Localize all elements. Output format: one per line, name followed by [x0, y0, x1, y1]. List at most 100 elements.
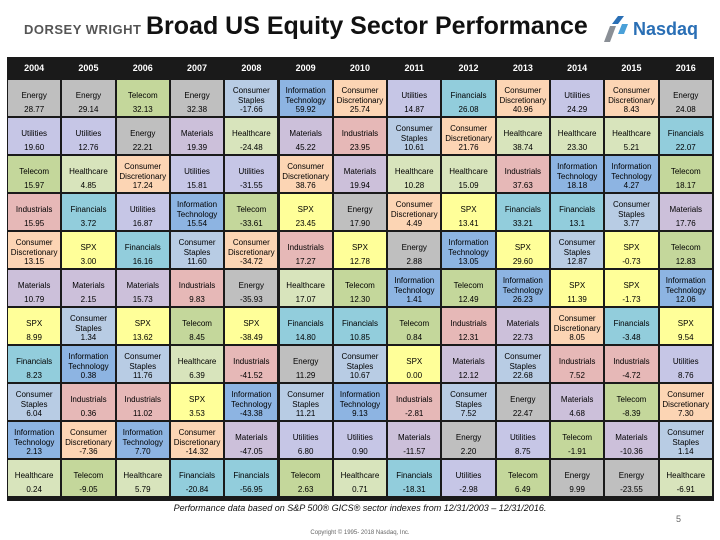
sector-name: Financials	[613, 319, 650, 328]
cell-industrials-2011: Industrials -2.81	[388, 384, 441, 420]
cell-consumer-discretionary-2009: Consumer Discretionary 38.76	[279, 156, 332, 192]
sector-name: Consumer Staples	[287, 390, 325, 409]
sector-return: 15.73	[132, 295, 153, 304]
cell-consumer-staples-2008: Consumer Staples -17.66	[225, 80, 278, 116]
sector-name: SPX	[623, 243, 640, 252]
sector-return: 12.83	[675, 257, 696, 266]
sector-return: 2.20	[460, 447, 477, 456]
sector-return: -17.66	[239, 105, 263, 114]
cell-spx-2010: SPX 12.78	[333, 232, 387, 268]
sector-return: 9.99	[569, 485, 585, 494]
sector-name: Industrials	[233, 357, 270, 366]
sector-name: Healthcare	[503, 129, 543, 138]
cell-industrials-2009: Industrials 17.27	[279, 232, 332, 268]
sector-return: 11.02	[133, 409, 153, 418]
year-header-2009: 2009	[295, 63, 316, 73]
sector-name: Consumer Staples	[232, 86, 270, 105]
sector-return: 5.21	[623, 143, 640, 152]
sector-name: Consumer Staples	[667, 428, 705, 447]
cell-utilities-2010: Utilities 0.90	[333, 422, 387, 458]
cell-telecom-2006: Telecom 32.13	[116, 80, 169, 116]
sector-name: Financials	[287, 319, 324, 328]
sector-return: 12.87	[567, 257, 588, 266]
sector-name: SPX	[569, 281, 586, 290]
cell-telecom-2005: Telecom -9.05	[62, 460, 115, 496]
sector-name: Energy	[75, 91, 102, 100]
cell-information-technology-2011: Information Technology 1.41	[388, 270, 441, 306]
sector-return: 10.67	[349, 371, 370, 380]
cell-consumer-staples-2005: Consumer Staples 1.34	[62, 308, 115, 344]
sector-return: -4.72	[622, 371, 641, 380]
sector-name: Industrials	[396, 395, 433, 404]
sector-return: 13.41	[458, 219, 479, 228]
sector-return: 12.49	[458, 295, 479, 304]
sector-name: Energy	[618, 471, 645, 480]
cell-spx-2015: SPX -0.73	[605, 232, 658, 268]
cell-telecom-2013: Telecom 6.49	[496, 460, 549, 496]
sector-name: Consumer Staples	[124, 352, 162, 371]
cell-spx-2015: SPX -1.73	[605, 270, 658, 306]
cell-spx-2016: SPX 9.54	[659, 308, 712, 344]
sector-return: 19.39	[187, 143, 208, 152]
sector-return: 12.76	[78, 143, 99, 152]
sector-return: 15.81	[187, 181, 208, 190]
sector-name: Industrials	[70, 395, 107, 404]
sector-return: 6.04	[26, 409, 42, 418]
cell-materials-2011: Materials -11.57	[388, 422, 441, 458]
sector-return: 12.31	[458, 333, 479, 342]
cell-information-technology-2013: Information Technology 26.23	[496, 270, 549, 306]
sector-name: Materials	[560, 395, 594, 404]
sector-return: 10.28	[404, 181, 425, 190]
sector-name: SPX	[460, 205, 477, 214]
sector-name: Energy	[184, 91, 210, 100]
cell-information-technology-2009: Information Technology 59.92	[279, 80, 332, 116]
sector-return: 16.16	[132, 257, 153, 266]
sector-return: 9.13	[352, 409, 368, 418]
sector-return: 8.23	[26, 371, 42, 380]
sector-name: Industrials	[504, 167, 542, 176]
cell-consumer-discretionary-2005: Consumer Discretionary -7.36	[62, 422, 115, 458]
sector-name: Consumer Discretionary	[173, 428, 221, 447]
sector-name: Materials	[126, 281, 159, 290]
sector-return: 1.41	[406, 295, 423, 304]
cell-spx-2005: SPX 3.00	[62, 232, 115, 268]
sector-name: Utilities	[75, 129, 102, 138]
nasdaq-logo-text: Nasdaq	[633, 19, 699, 39]
sector-return: 0.84	[406, 333, 423, 342]
sector-return: 5.79	[134, 485, 151, 494]
sector-return: 13.1	[569, 219, 585, 228]
sector-return: -18.31	[402, 485, 426, 494]
cell-consumer-discretionary-2013: Consumer Discretionary 40.96	[496, 80, 549, 116]
sector-return: 14.87	[404, 105, 425, 114]
cell-healthcare-2016: Healthcare -6.91	[659, 460, 712, 496]
sector-return: -1.73	[622, 295, 641, 304]
cell-materials-2015: Materials -10.36	[605, 422, 658, 458]
sector-name: Utilities	[672, 357, 699, 366]
cell-telecom-2004: Telecom 15.97	[8, 156, 61, 192]
sector-return: -7.36	[79, 447, 98, 456]
sector-name: Materials	[289, 129, 322, 138]
cell-financials-2006: Financials 16.16	[116, 232, 169, 268]
sector-return: 22.47	[512, 409, 533, 418]
cell-information-technology-2010: Information Technology 9.13	[333, 384, 387, 420]
sector-return: -6.91	[676, 485, 695, 494]
cell-telecom-2008: Telecom -33.61	[225, 194, 278, 230]
cell-utilities-2004: Utilities 19.60	[8, 118, 61, 154]
sector-return: 0.71	[352, 485, 368, 494]
cell-utilities-2008: Utilities -31.55	[225, 156, 278, 192]
sector-return: 17.27	[295, 257, 316, 266]
cell-consumer-discretionary-2014: Consumer Discretionary 8.05	[551, 308, 604, 344]
cell-materials-2010: Materials 19.94	[333, 156, 387, 192]
sector-name: Consumer Discretionary	[662, 390, 710, 409]
sector-name: Financials	[233, 471, 270, 480]
sector-name: Telecom	[290, 471, 321, 480]
sector-return: 37.63	[512, 181, 533, 190]
sector-return: 8.75	[515, 447, 531, 456]
sector-name: Telecom	[19, 167, 50, 176]
sector-return: 22.21	[132, 143, 153, 152]
sector-name: Information Technology	[176, 200, 218, 219]
sector-return: 13.62	[132, 333, 153, 342]
sector-return: 2.63	[297, 485, 314, 494]
sector-return: 3.77	[623, 219, 640, 228]
sector-name: Consumer Staples	[504, 352, 542, 371]
